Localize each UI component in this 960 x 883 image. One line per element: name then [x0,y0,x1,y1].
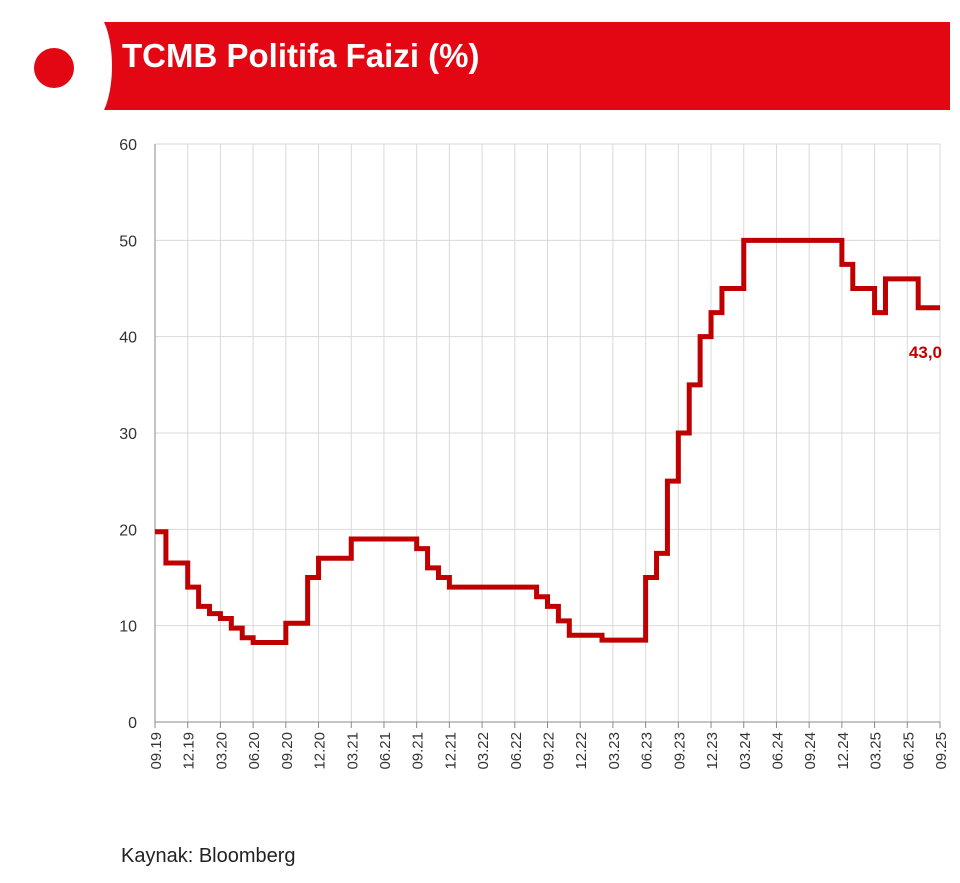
bullet-dot-icon [34,48,74,88]
source-note: Kaynak: Bloomberg [121,845,296,867]
policy-rate-line [155,237,940,646]
x-tick-label: 09.20 [279,732,296,770]
y-tick-label: 60 [119,137,137,154]
y-tick-label: 0 [128,715,137,732]
x-tick-label: 09.23 [671,732,688,770]
y-tick-label: 10 [119,619,137,636]
y-tick-label: 20 [119,522,137,539]
banner-notch [70,10,112,122]
x-tick-label: 12.20 [312,732,329,770]
x-tick-label: 03.24 [737,732,754,770]
x-tick-label: 03.23 [606,732,623,770]
x-tick-label: 09.25 [933,732,950,770]
x-tick-label: 06.25 [900,732,917,770]
y-tick-label: 50 [119,233,137,250]
x-tick-label: 12.22 [573,732,590,770]
x-tick-label: 03.22 [475,732,492,770]
x-tick-label: 09.21 [410,732,427,770]
end-value-label: 43,0 [909,343,942,362]
x-tick-label: 06.24 [769,732,786,770]
x-tick-label: 12.21 [442,732,459,770]
x-tick-label: 03.25 [868,732,885,770]
x-tick-label: 03.20 [213,732,230,770]
chart-title: TCMB Politifa Faizi (%) [122,37,480,74]
chart-area: 0 10 20 30 40 50 60 09.19 12.19 03.20 06.20 09.20 12… [119,137,950,770]
x-tick-label: 06.20 [246,732,263,770]
x-tick-label: 06.22 [508,732,525,770]
x-tick-label: 09.24 [802,732,819,770]
x-tick-label: 12.23 [704,732,721,770]
x-tick-label: 06.23 [639,732,656,770]
y-tick-label: 40 [119,330,137,347]
x-tick-label: 12.24 [835,732,852,770]
y-tick-label: 30 [119,426,137,443]
x-tick-label: 09.19 [148,732,165,770]
x-tick-label: 12.19 [181,732,198,770]
x-tick-label: 06.21 [377,732,394,770]
x-tick-label: 03.21 [344,732,361,770]
title-banner [90,22,950,110]
x-tick-label: 09.22 [541,732,558,770]
